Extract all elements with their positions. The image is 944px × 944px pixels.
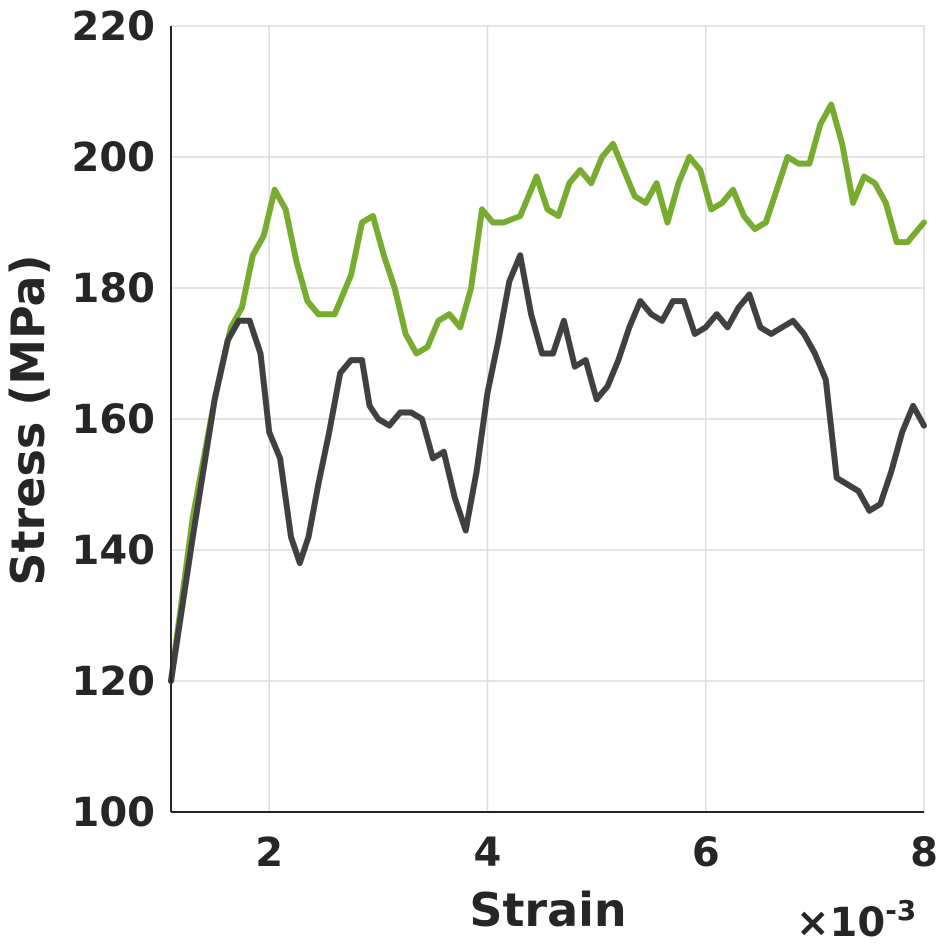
y-axis-label: Stress (MPa) <box>1 254 55 585</box>
tick-labels: 2 4 6 8 100 120 140 160 180 200 220 <box>72 4 938 876</box>
y-tick-label: 140 <box>72 528 156 574</box>
x-axis-multiplier-base: ×10 <box>796 900 885 944</box>
x-axis-multiplier-exponent: -3 <box>885 894 916 927</box>
y-tick-label: 100 <box>72 790 156 836</box>
y-tick-label: 220 <box>72 4 156 50</box>
x-axis-label: Strain <box>469 883 626 937</box>
grid <box>171 25 925 813</box>
x-tick-label: 8 <box>910 830 938 876</box>
y-tick-label: 160 <box>72 397 156 443</box>
x-tick-label: 2 <box>255 830 283 876</box>
y-tick-label: 120 <box>72 659 156 705</box>
axes <box>170 26 924 813</box>
y-tick-label: 180 <box>72 266 156 312</box>
x-tick-label: 6 <box>692 830 720 876</box>
x-tick-label: 4 <box>474 830 502 876</box>
series-line-1 <box>168 101 927 684</box>
series-line-2 <box>168 252 927 684</box>
y-tick-label: 200 <box>72 135 156 181</box>
plot-area <box>168 101 927 684</box>
x-axis-multiplier: ×10-3 <box>796 894 916 944</box>
